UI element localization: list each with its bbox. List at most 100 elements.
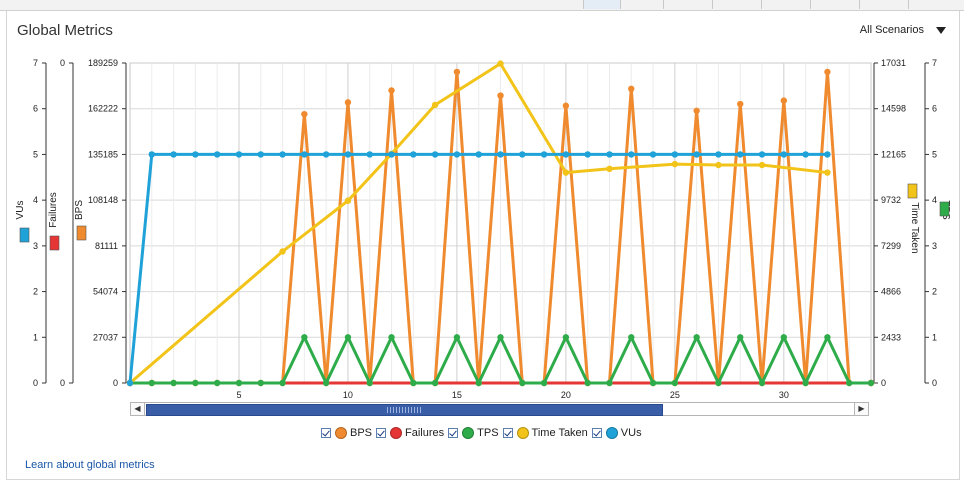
data-point bbox=[562, 334, 570, 341]
legend-item-failures[interactable]: Failures bbox=[376, 427, 444, 439]
data-point bbox=[649, 151, 657, 158]
legend-label: TPS bbox=[477, 427, 499, 439]
legend-label: Time Taken bbox=[531, 427, 588, 439]
axis-title: Failures bbox=[48, 192, 59, 228]
toolbar-tab[interactable] bbox=[712, 0, 761, 9]
data-point bbox=[475, 151, 482, 158]
axis-color-swatch bbox=[76, 225, 87, 241]
axis-tick-label: 0 bbox=[881, 378, 886, 388]
data-point bbox=[126, 379, 134, 387]
scroll-right-arrow-icon[interactable]: ▶ bbox=[854, 403, 868, 415]
data-point bbox=[693, 151, 700, 158]
data-point bbox=[388, 151, 395, 158]
data-point bbox=[257, 151, 264, 158]
axis-tick-label: 0 bbox=[33, 378, 38, 388]
learn-more-link[interactable]: Learn about global metrics bbox=[25, 459, 155, 471]
legend-label: BPS bbox=[350, 427, 373, 439]
data-point bbox=[388, 87, 395, 94]
legend-item-bps[interactable]: BPS bbox=[321, 427, 372, 439]
axis-tick-label: 14598 bbox=[881, 104, 906, 114]
toolbar-tab[interactable] bbox=[859, 0, 908, 9]
axis-tick-label: 108148 bbox=[88, 195, 118, 205]
axis-tick-label: 162222 bbox=[88, 104, 118, 114]
checkbox-checked-icon[interactable] bbox=[376, 428, 387, 438]
data-point bbox=[279, 151, 286, 158]
axis-tick-label: 7 bbox=[932, 58, 937, 68]
data-point bbox=[344, 334, 352, 341]
axis-title: Time Taken bbox=[909, 202, 920, 253]
axis-tick-label: 2 bbox=[33, 287, 38, 297]
data-point bbox=[584, 379, 591, 387]
legend-item-vus[interactable]: VUs bbox=[591, 427, 642, 439]
x-tick-label: 25 bbox=[670, 390, 680, 400]
scroll-left-arrow-icon[interactable]: ◀ bbox=[131, 403, 145, 415]
data-point bbox=[780, 97, 788, 104]
toolbar-tab[interactable] bbox=[908, 0, 957, 9]
toolbar-tab[interactable] bbox=[810, 0, 859, 9]
data-point bbox=[475, 379, 482, 387]
axis-tick-label: 6 bbox=[33, 104, 38, 114]
axis-tick-label: 3 bbox=[932, 241, 937, 251]
data-point bbox=[453, 151, 461, 158]
toolbar-tab[interactable] bbox=[620, 0, 663, 9]
chart-scrollbar[interactable]: ◀ ▶ bbox=[130, 402, 869, 416]
axis-tps: 01234567TPS bbox=[924, 58, 951, 388]
data-point bbox=[497, 151, 504, 158]
data-point bbox=[715, 379, 722, 387]
data-point bbox=[344, 99, 352, 106]
data-point bbox=[235, 151, 243, 158]
data-point bbox=[758, 379, 766, 387]
axis-tick-label: 4866 bbox=[881, 287, 901, 297]
axis-tick-label: 6 bbox=[932, 104, 937, 114]
data-point bbox=[780, 151, 788, 158]
data-point bbox=[213, 151, 221, 158]
data-point bbox=[693, 334, 700, 341]
data-point bbox=[562, 102, 570, 109]
legend-item-tps[interactable]: TPS bbox=[448, 427, 499, 439]
checkbox-checked-icon[interactable] bbox=[321, 428, 331, 438]
axis-tick-label: 5 bbox=[932, 149, 937, 159]
data-point bbox=[758, 161, 766, 169]
toolbar-tab-active[interactable] bbox=[583, 0, 620, 9]
triangle-down-icon[interactable] bbox=[936, 27, 946, 34]
axis-tick-label: 17031 bbox=[881, 58, 906, 68]
axis-tick-label: 0 bbox=[60, 378, 65, 388]
top-toolbar-strip bbox=[0, 0, 964, 11]
chart-series bbox=[126, 60, 875, 387]
data-point bbox=[824, 68, 831, 76]
chart-grid bbox=[129, 62, 872, 384]
data-point bbox=[322, 151, 330, 158]
axis-tick-label: 7 bbox=[33, 58, 38, 68]
checkbox-checked-icon[interactable] bbox=[591, 428, 602, 438]
axis-failures: 0 0 Failures bbox=[48, 58, 74, 388]
data-point bbox=[388, 334, 395, 341]
axis-tick-label: 4 bbox=[932, 195, 937, 205]
data-point bbox=[192, 379, 199, 387]
axis-bps: 0 27037 54074 81111 108148 135185 162222 189259… bbox=[74, 58, 127, 388]
toolbar-tab[interactable] bbox=[663, 0, 712, 9]
data-point bbox=[431, 101, 439, 109]
data-point bbox=[148, 379, 155, 387]
scenario-dropdown[interactable]: All Scenarios bbox=[859, 24, 924, 36]
data-point bbox=[431, 151, 439, 158]
legend-label: Failures bbox=[405, 427, 445, 439]
data-point bbox=[693, 107, 700, 114]
series-vus bbox=[126, 151, 831, 387]
time-taken-swatch-icon bbox=[516, 427, 529, 439]
checkbox-checked-icon[interactable] bbox=[502, 428, 513, 438]
axis-tick-label: 27037 bbox=[93, 332, 118, 342]
data-point bbox=[301, 151, 308, 158]
data-point bbox=[497, 92, 504, 99]
data-point bbox=[737, 334, 744, 341]
toolbar-tab[interactable] bbox=[761, 0, 810, 9]
axis-tick-label: 1 bbox=[33, 332, 38, 342]
data-point bbox=[606, 151, 613, 158]
scrollbar-thumb[interactable] bbox=[146, 404, 663, 416]
data-point bbox=[213, 379, 221, 387]
data-point bbox=[606, 379, 613, 387]
data-point bbox=[192, 151, 199, 158]
checkbox-checked-icon[interactable] bbox=[448, 428, 459, 438]
data-point bbox=[715, 161, 722, 169]
legend-item-time-taken[interactable]: Time Taken bbox=[502, 427, 588, 439]
